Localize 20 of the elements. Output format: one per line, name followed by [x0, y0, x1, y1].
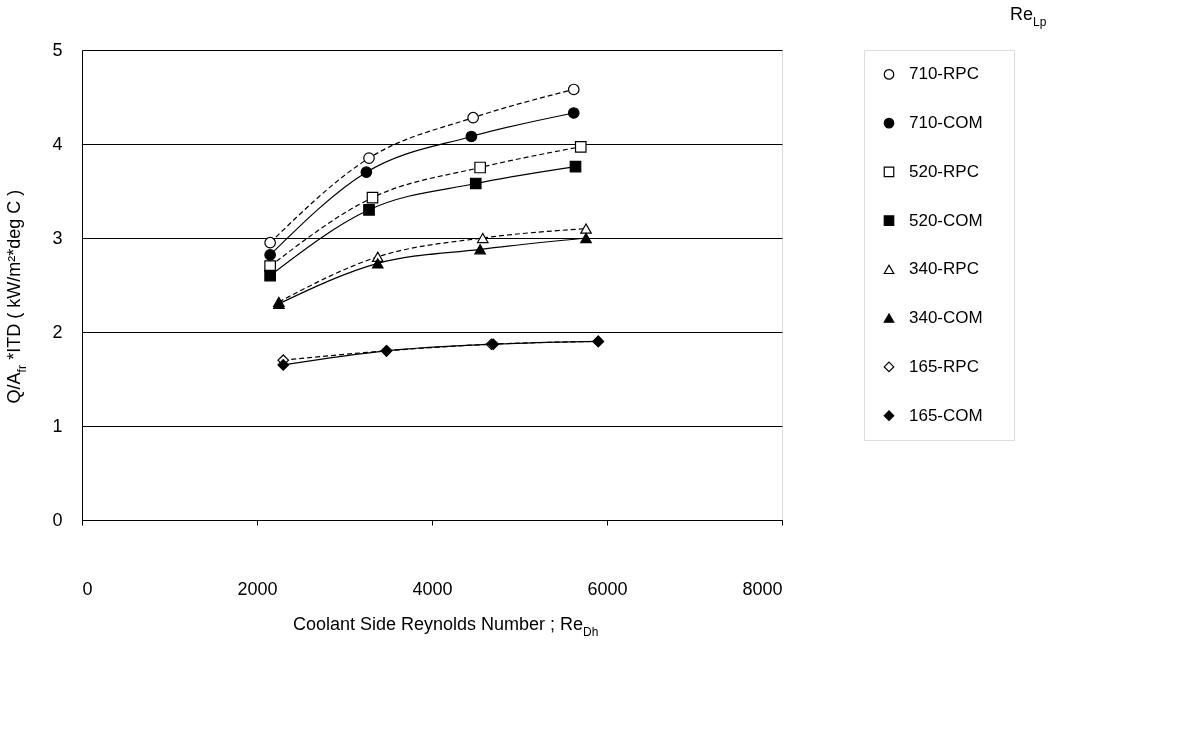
- y-tick-label: 4: [52, 133, 63, 154]
- legend-label: 710-RPC: [909, 64, 979, 84]
- legend-label: 340-COM: [909, 308, 983, 328]
- y-axis-title: Q/Afr*ITD ( kW/m²*deg C ): [4, 189, 29, 404]
- legend-label: 340-RPC: [909, 259, 979, 279]
- legend-label: 520-COM: [909, 210, 983, 230]
- legend-label: 165-RPC: [909, 356, 979, 376]
- x-tick-label: 2000: [237, 578, 278, 599]
- x-tick-label: 6000: [587, 578, 628, 599]
- legend-label: 165-COM: [909, 405, 983, 425]
- x-tick-label: 0: [82, 578, 93, 599]
- x-tick-label: 4000: [412, 578, 453, 599]
- y-tick-label: 2: [52, 321, 63, 342]
- y-tick-label: 0: [52, 509, 63, 530]
- x-tick-label: 8000: [742, 578, 783, 599]
- legend-label: 520-RPC: [909, 161, 979, 181]
- y-tick-label: 5: [52, 39, 63, 60]
- legend-label: 710-COM: [909, 113, 983, 133]
- y-tick-label: 1: [52, 415, 63, 436]
- y-tick-label: 3: [52, 227, 63, 248]
